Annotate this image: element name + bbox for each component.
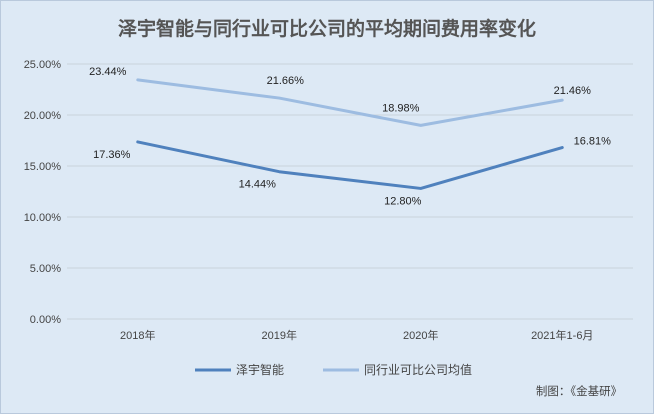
data-label: 17.36% bbox=[93, 149, 131, 161]
x-tick-label: 2021年1-6月 bbox=[531, 328, 593, 342]
y-tick-label: 10.00% bbox=[24, 212, 62, 224]
series-line-1 bbox=[136, 140, 564, 190]
credit-text: 制图：《金基研》 bbox=[536, 384, 622, 398]
x-tick-label: 2019年 bbox=[262, 328, 297, 342]
x-tick-label: 2020年 bbox=[403, 328, 438, 342]
data-label: 12.80% bbox=[384, 195, 422, 207]
legend-label-2: 同行业可比公司均值 bbox=[364, 362, 472, 377]
data-label: 14.44% bbox=[239, 179, 277, 191]
chart-title: 泽宇智能与同行业可比公司的平均期间费用率变化 bbox=[118, 17, 536, 40]
y-axis: 0.00% 5.00% 10.00% 15.00% 20.00% 25.00% bbox=[24, 59, 62, 326]
legend: 泽宇智能 同行业可比公司均值 bbox=[195, 362, 472, 377]
y-tick-label: 25.00% bbox=[24, 59, 62, 71]
y-tick-label: 15.00% bbox=[24, 161, 62, 173]
data-labels: 17.36% 14.44% 12.80% 16.81% 23.44% 21.66% 18.9… bbox=[89, 66, 611, 208]
x-axis: 2018年 2019年 2020年 2021年1-6月 bbox=[120, 328, 593, 342]
data-label: 16.81% bbox=[574, 136, 612, 148]
data-label: 21.46% bbox=[554, 85, 592, 97]
grid-lines bbox=[67, 63, 633, 320]
data-label: 18.98% bbox=[382, 102, 420, 114]
y-tick-label: 5.00% bbox=[30, 263, 61, 275]
series-line-2 bbox=[136, 78, 564, 127]
legend-label-1: 泽宇智能 bbox=[236, 362, 284, 377]
y-tick-label: 0.00% bbox=[30, 314, 61, 326]
data-label: 21.66% bbox=[267, 75, 305, 87]
y-tick-label: 20.00% bbox=[24, 110, 62, 122]
x-tick-label: 2018年 bbox=[120, 328, 155, 342]
series-lines bbox=[136, 78, 564, 190]
data-label: 23.44% bbox=[89, 66, 127, 78]
